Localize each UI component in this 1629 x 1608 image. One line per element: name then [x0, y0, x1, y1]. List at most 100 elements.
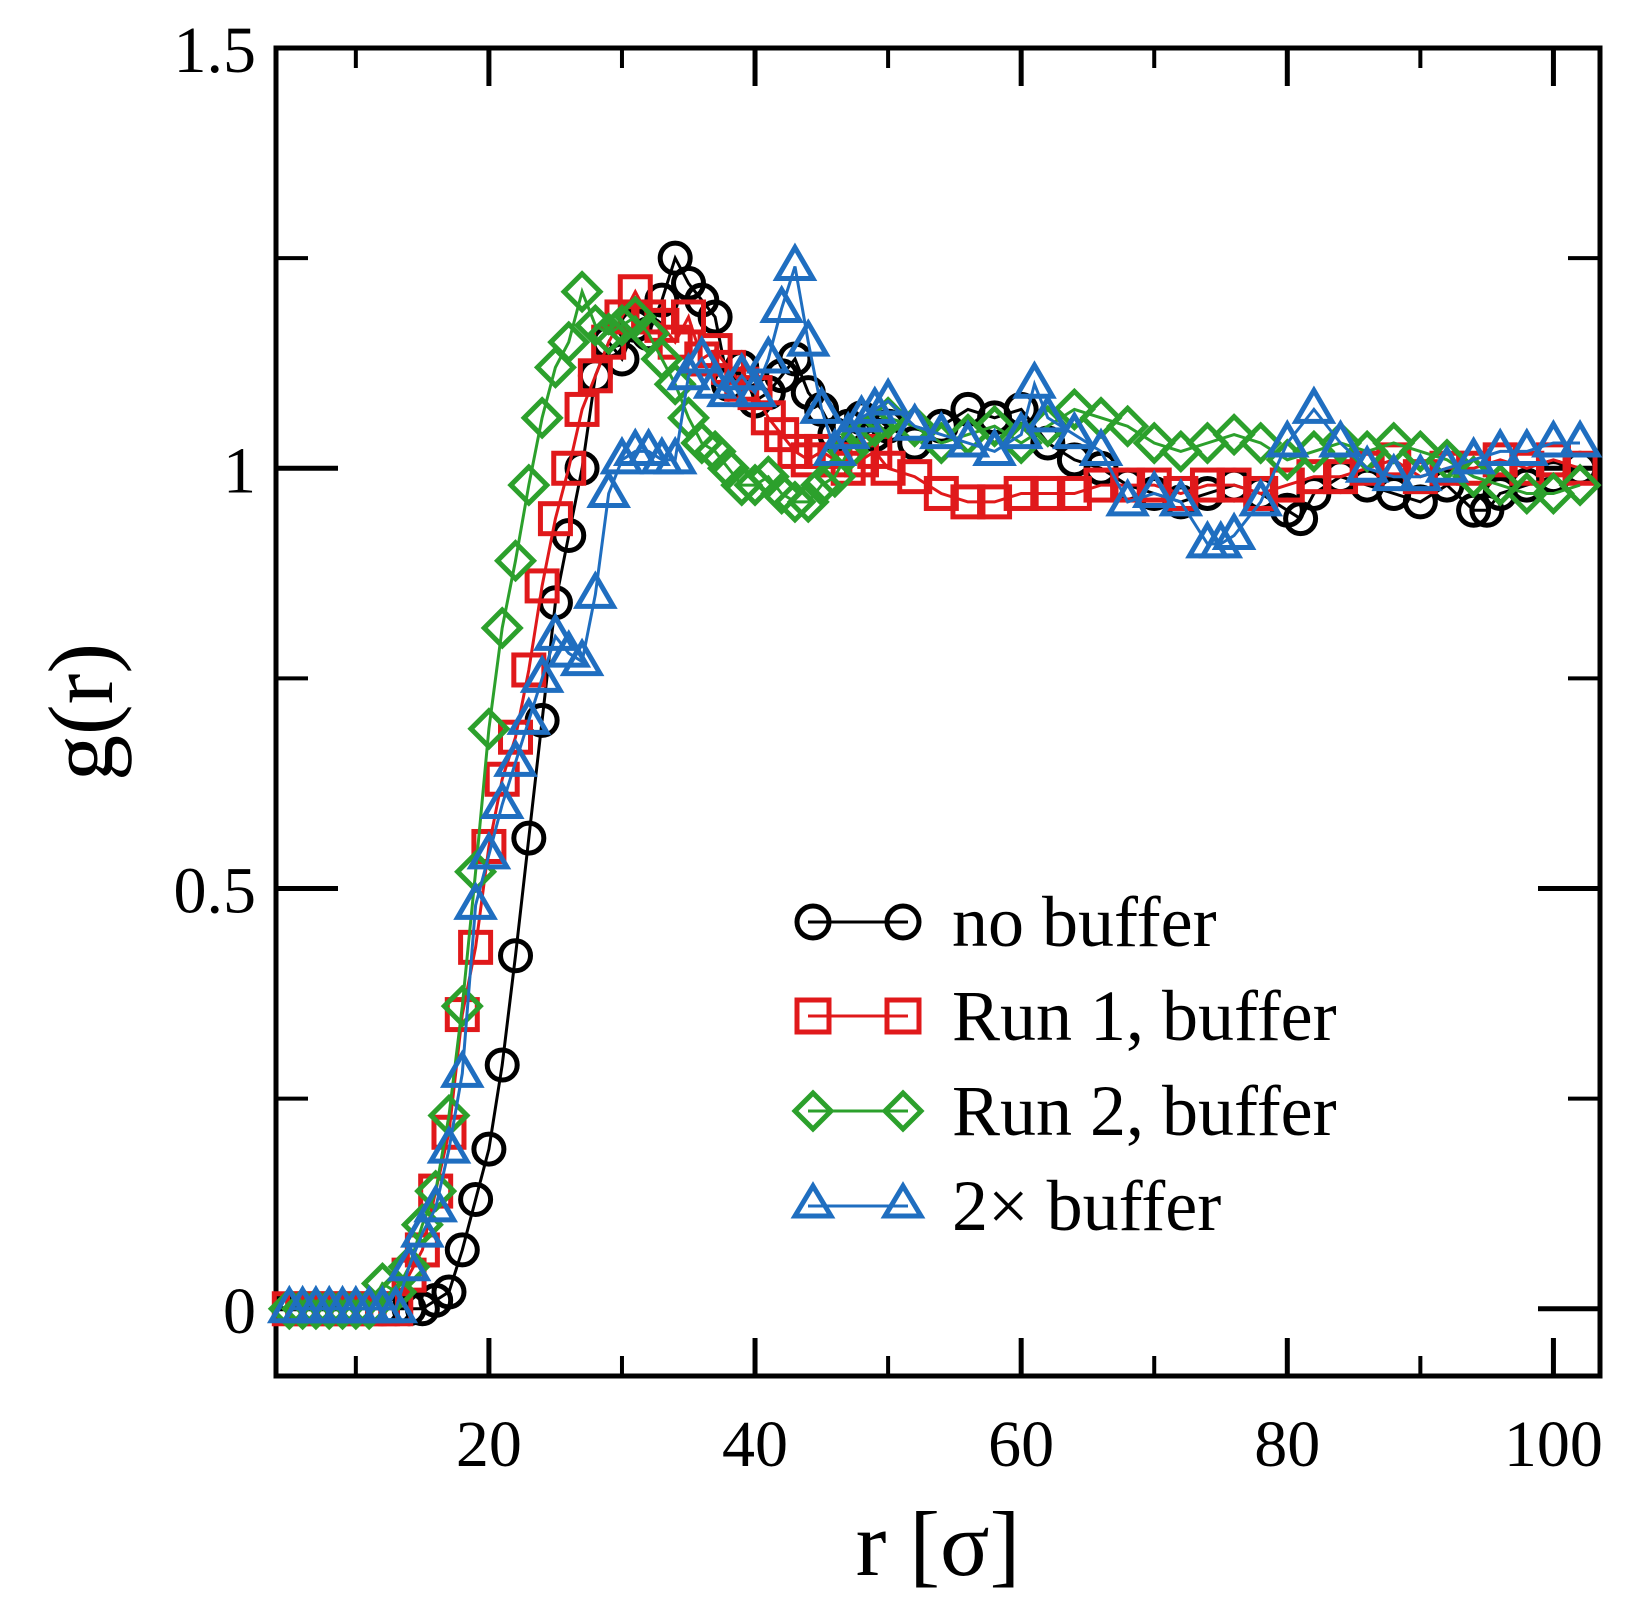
data-point-circle [458, 1181, 494, 1217]
x-axis-title: r [σ] [856, 1493, 1021, 1595]
legend-marker-circle-left [794, 903, 832, 941]
data-point-square [1056, 475, 1092, 511]
data-point-square [577, 358, 613, 394]
data-point-triangle [1318, 419, 1363, 458]
data-point-diamond [600, 303, 644, 347]
data-point-diamond [1318, 421, 1363, 465]
data-point-triangle [413, 1183, 459, 1223]
data-point-triangle [439, 1049, 485, 1088]
data-point-square [671, 299, 707, 335]
data-point-triangle [506, 696, 552, 735]
data-point-triangle [759, 284, 804, 324]
data-point-diamond [893, 404, 937, 448]
data-point-circle [471, 1131, 507, 1167]
data-point-triangle [426, 1125, 472, 1164]
data-point-triangle [453, 881, 498, 920]
y-axis-title: g(r) [30, 643, 132, 781]
data-point-diamond [1558, 463, 1602, 507]
data-point-circle [498, 938, 534, 974]
data-point-circle [484, 1047, 520, 1083]
data-point-triangle [1105, 477, 1150, 517]
data-point-diamond [1052, 387, 1096, 431]
data-point-diamond [493, 539, 538, 583]
data-point-triangle [519, 654, 565, 693]
data-point-diamond [1132, 421, 1176, 465]
y-tick-label: 1 [223, 434, 256, 507]
data-point-diamond [1212, 413, 1256, 457]
data-point-square [950, 484, 986, 520]
data-point-diamond [1239, 421, 1283, 465]
legend-marker-diamond-right [881, 1089, 925, 1133]
data-point-square [1030, 475, 1066, 511]
plot-frame [273, 45, 1603, 1379]
y-tick-label: 0.5 [174, 855, 257, 928]
data-point-circle [697, 299, 733, 335]
data-point-square [1269, 467, 1305, 503]
legend-marker-diamond-left [791, 1089, 835, 1133]
data-point-square [1083, 467, 1119, 503]
data-point-triangle [559, 637, 605, 677]
data-point-triangle [573, 570, 618, 609]
data-point-square [564, 391, 600, 427]
data-point-diamond [1478, 463, 1522, 507]
data-point-square [1296, 459, 1332, 495]
data-point-circle [431, 1274, 467, 1310]
data-point-triangle [1131, 469, 1177, 508]
data-point-triangle [599, 435, 645, 475]
data-point-triangle [892, 402, 938, 441]
legend-marker-triangle-right [880, 1181, 926, 1219]
data-point-square [923, 475, 959, 511]
data-point-square [977, 484, 1013, 520]
data-point-triangle [1198, 519, 1244, 559]
legend-marker-circle-right [884, 903, 922, 941]
data-point-diamond [467, 707, 511, 751]
y-tick-label: 1.5 [174, 14, 257, 87]
series-2-buffer [266, 242, 1603, 1324]
legend-marker-square-right [884, 997, 922, 1035]
data-point-diamond [547, 320, 591, 364]
data-point-triangle [1238, 477, 1284, 517]
legend-label-run-2-buffer: Run 2, buffer [952, 1071, 1337, 1151]
series-layer [266, 240, 1603, 1331]
data-point-triangle [918, 410, 964, 450]
data-point-diamond [560, 270, 604, 314]
data-point-circle [897, 425, 933, 461]
data-point-triangle [679, 335, 725, 374]
data-point-triangle [745, 335, 791, 374]
data-point-triangle [1078, 427, 1124, 466]
data-point-diamond [786, 480, 830, 524]
data-point-circle [511, 820, 547, 856]
data-point-square [1509, 450, 1545, 486]
data-point-triangle [1531, 419, 1576, 458]
tick-labels: 20 40 60 80 100 0 0.5 1 1.5 [174, 14, 1603, 1481]
y-tick-label: 0 [223, 1275, 256, 1348]
legend: no buffer Run 1, buffer Run 2, buffer 2×… [790, 882, 1337, 1246]
data-point-diamond [733, 463, 777, 507]
data-point-diamond [973, 404, 1017, 448]
data-point-diamond [440, 984, 484, 1028]
data-point-diamond [800, 463, 844, 507]
data-point-square [537, 501, 573, 537]
data-point-diamond [480, 606, 524, 650]
data-point-triangle [1264, 419, 1310, 458]
data-point-triangle [373, 1284, 419, 1324]
data-point-triangle [400, 1209, 445, 1248]
legend-label-2x-buffer: 2× buffer [952, 1166, 1221, 1246]
data-point-triangle [1344, 444, 1390, 483]
data-point-square [1189, 467, 1225, 503]
data-point-triangle [1557, 419, 1603, 458]
data-point-diamond [773, 480, 817, 524]
data-point-triangle [865, 377, 911, 416]
data-point-diamond [387, 1245, 431, 1289]
data-point-triangle [799, 385, 844, 424]
x-tick-label: 40 [722, 1408, 788, 1481]
x-tick-label: 60 [988, 1408, 1054, 1481]
legend-label-no-buffer: no buffer [952, 882, 1217, 962]
data-point-triangle [652, 435, 698, 475]
data-point-triangle [945, 419, 991, 458]
data-point-triangle [1291, 385, 1337, 424]
data-point-triangle [1504, 427, 1550, 466]
data-point-triangle [1398, 452, 1443, 492]
data-point-triangle [1025, 393, 1071, 433]
